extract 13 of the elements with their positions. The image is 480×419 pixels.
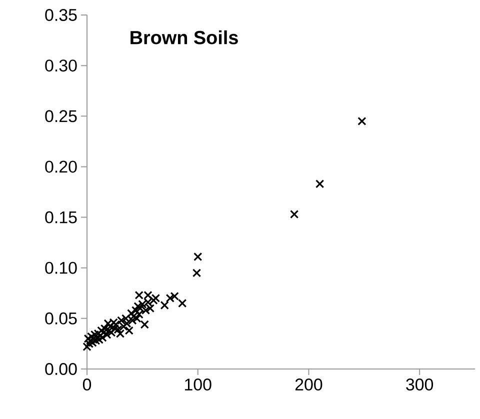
- y-tick-label: 0.25: [45, 110, 77, 122]
- text: Brown Soils: [130, 30, 238, 44]
- y-tick-label: 0.20: [45, 160, 77, 173]
- x-tick-label: 300: [406, 378, 434, 391]
- x-tick-label: 100: [185, 378, 212, 391]
- y-tick-label: 0.00: [45, 363, 77, 375]
- y-tick-label: 0.15: [45, 211, 77, 224]
- y-tick-label: 0.05: [45, 312, 77, 324]
- y-tick-label: 0.10: [45, 262, 77, 274]
- x-tick-label: 0: [82, 378, 92, 391]
- y-tick-label: 0.35: [45, 9, 77, 21]
- x-tick-label: 200: [295, 378, 322, 391]
- y-tick-label: 0.30: [45, 60, 77, 72]
